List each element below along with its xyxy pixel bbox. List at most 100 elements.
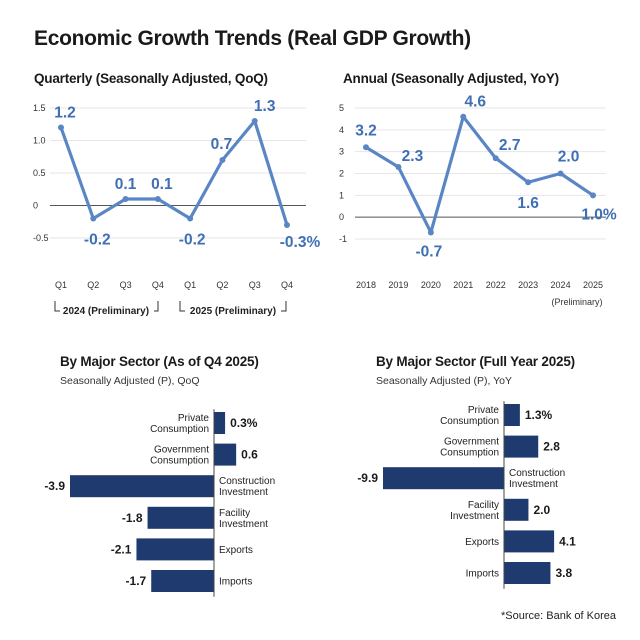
quarterly-point (284, 222, 290, 228)
sector-year-bar (504, 404, 520, 426)
annual-preliminary-note: (Preliminary) (551, 297, 602, 307)
quarterly-x-tick: Q3 (120, 280, 132, 290)
sector-year-category-label: Construction (509, 468, 565, 479)
sector-year-value-label: 2.8 (543, 440, 560, 454)
quarterly-value-label: 0.1 (151, 176, 173, 193)
quarterly-y-tick: 0.5 (33, 168, 46, 178)
quarterly-y-tick: 1.5 (33, 103, 46, 113)
annual-y-tick: 4 (339, 125, 344, 135)
sector-year-category-label: Imports (466, 569, 499, 580)
quarterly-x-tick: Q2 (216, 280, 228, 290)
annual-x-tick: 2021 (453, 280, 473, 290)
page-title: Economic Growth Trends (Real GDP Growth) (34, 27, 471, 50)
sector-q4-category-label: Exports (219, 545, 253, 556)
quarterly-chart-title: Quarterly (Seasonally Adjusted, QoQ) (34, 71, 268, 86)
sector-q4-value-label: -1.7 (126, 574, 147, 588)
sector-year-value-label: -9.9 (357, 471, 378, 485)
annual-y-tick: 0 (339, 212, 344, 222)
sector-year-category-label: Consumption (440, 416, 499, 427)
quarterly-group-label: 2024 (Preliminary) (63, 306, 149, 317)
sector-year-category-label: Government (444, 437, 499, 448)
sector-year-bar (504, 435, 539, 458)
sector-q4-category-label: Private (178, 413, 210, 424)
sector-q4-bar (136, 538, 214, 561)
quarterly-value-label: 1.2 (54, 105, 76, 122)
annual-value-label: 2.3 (402, 148, 424, 165)
annual-x-tick: 2022 (486, 280, 506, 290)
quarterly-x-tick: Q3 (249, 280, 261, 290)
sector-q4-value-label: -3.9 (44, 479, 65, 493)
sector-q4-value-label: -1.8 (122, 511, 143, 525)
quarterly-point (122, 196, 129, 202)
annual-value-label: 4.6 (465, 94, 487, 111)
sector-q4-category-label: Construction (219, 476, 275, 487)
annual-value-label: 3.2 (355, 122, 377, 139)
quarterly-x-tick: Q1 (55, 280, 67, 290)
quarterly-y-tick: -0.5 (33, 233, 49, 243)
quarterly-group-label: 2025 (Preliminary) (190, 306, 276, 317)
sector-year-category-label: Consumption (440, 448, 499, 459)
quarterly-value-label: -0.2 (179, 232, 206, 249)
annual-series-line (365, 115, 594, 235)
sector-q4-chart-title: By Major Sector (As of Q4 2025) (60, 354, 259, 369)
quarterly-x-tick: Q4 (152, 280, 164, 290)
sector-year-bar (383, 467, 504, 490)
annual-value-label: 1.0% (581, 206, 617, 223)
quarterly-point (187, 215, 194, 222)
quarterly-point (251, 118, 258, 124)
annual-x-tick: 2025 (583, 280, 603, 290)
sector-q4-category-label: Consumption (150, 456, 209, 467)
annual-chart-title: Annual (Seasonally Adjusted, YoY) (343, 71, 559, 86)
quarterly-y-tick: 0 (33, 201, 38, 211)
sector-year-bar (504, 498, 529, 521)
sector-year-bar (504, 562, 551, 584)
quarterly-y-tick: 1.0 (33, 136, 46, 146)
quarterly-point (90, 215, 97, 222)
annual-x-tick: 2020 (421, 280, 441, 290)
sector-q4-category-label: Imports (219, 577, 252, 588)
annual-y-tick: -1 (339, 234, 347, 244)
annual-y-tick: 2 (339, 169, 344, 179)
sector-q4-category-label: Facility (219, 508, 250, 519)
sector-year-value-label: 1.3% (525, 408, 553, 422)
annual-x-tick: 2023 (518, 280, 538, 290)
sector-year-chart-title: By Major Sector (Full Year 2025) (376, 354, 575, 369)
quarterly-group-bracket (54, 301, 159, 312)
quarterly-x-tick: Q2 (87, 280, 99, 290)
annual-point (557, 170, 564, 177)
sector-q4-bar (214, 443, 237, 466)
sector-q4-category-label: Investment (219, 519, 268, 530)
sector-q4-bar (147, 506, 214, 529)
annual-y-tick: 1 (339, 190, 344, 200)
sector-year-category-label: Facility (468, 500, 499, 511)
annual-point (395, 163, 402, 170)
sector-q4-bar (70, 475, 214, 498)
annual-x-tick: 2024 (551, 280, 571, 290)
annual-value-label: -0.7 (415, 243, 442, 260)
sector-year-category-label: Exports (465, 537, 499, 548)
annual-point (590, 192, 596, 199)
annual-value-label: 2.0 (558, 149, 580, 166)
sector-q4-category-label: Investment (219, 487, 268, 498)
quarterly-value-label: -0.2 (84, 232, 111, 249)
annual-x-tick: 2018 (356, 280, 376, 290)
sector-year-value-label: 4.1 (559, 534, 576, 548)
annual-x-tick: 2019 (388, 280, 408, 290)
annual-point (460, 113, 467, 120)
quarterly-point (219, 157, 226, 163)
sector-year-category-label: Investment (509, 479, 558, 490)
sector-year-value-label: 3.8 (555, 566, 572, 580)
sector-q4-value-label: 0.3% (230, 416, 258, 430)
sector-q4-bar (214, 412, 226, 434)
sector-q4-chart-subtitle: Seasonally Adjusted (P), QoQ (60, 375, 200, 387)
sector-year-value-label: 2.0 (533, 503, 550, 517)
source-note: *Source: Bank of Korea (501, 610, 616, 622)
sector-q4-bar (151, 570, 214, 592)
quarterly-x-tick: Q4 (281, 280, 293, 290)
annual-point (427, 229, 434, 236)
sector-year-category-label: Investment (450, 511, 499, 522)
quarterly-x-tick: Q1 (184, 280, 196, 290)
quarterly-point (154, 196, 161, 202)
sector-q4-value-label: 0.6 (241, 448, 258, 462)
